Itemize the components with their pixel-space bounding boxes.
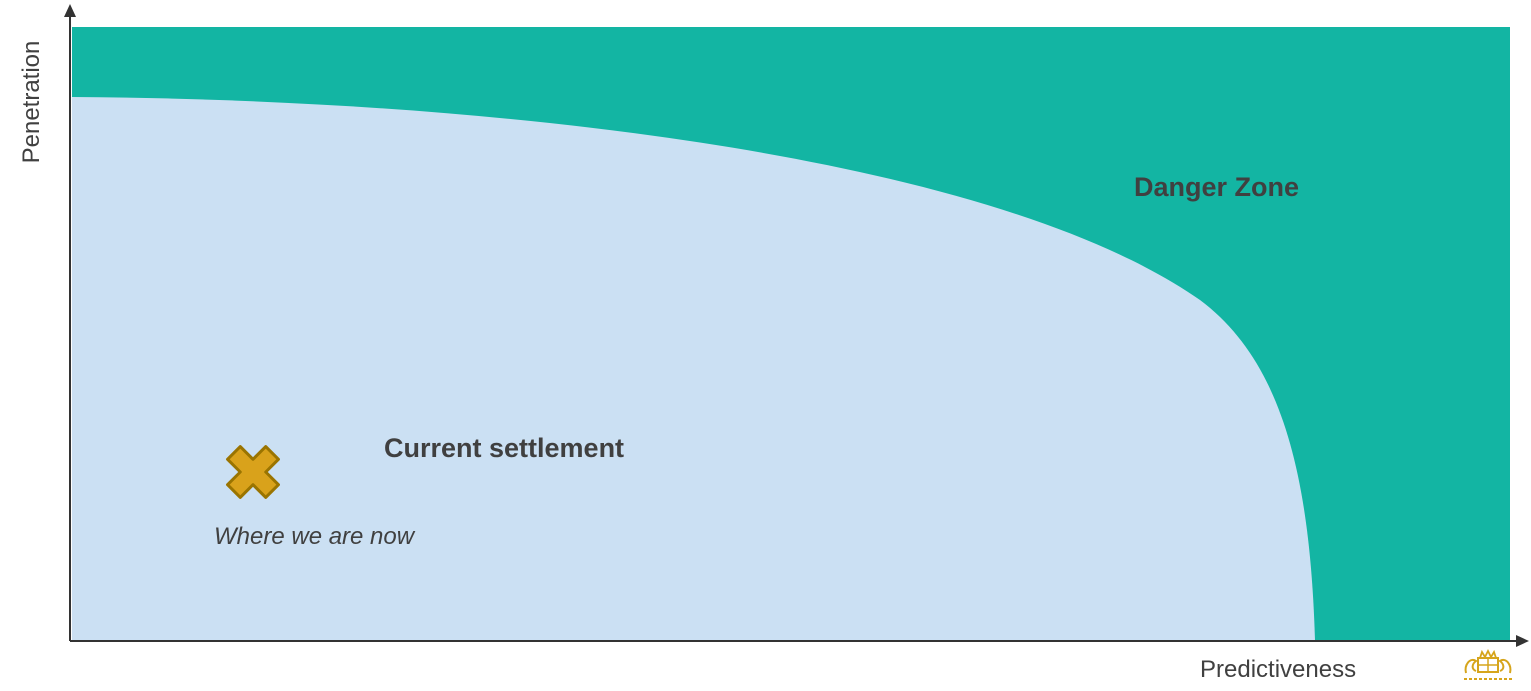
current-settlement-label: Current settlement <box>384 433 625 463</box>
x-axis-label: Predictiveness <box>1200 656 1357 683</box>
x-cross-icon <box>226 445 280 499</box>
position-note: Where we are now <box>214 523 415 550</box>
y-axis-label: Penetration <box>18 40 45 164</box>
y-axis-arrow-icon <box>64 4 76 17</box>
danger-zone-label: Danger Zone <box>1134 172 1300 202</box>
crest-logo-icon <box>1464 648 1512 680</box>
safe-zone-region <box>72 97 1315 641</box>
x-axis-arrow-icon <box>1516 635 1529 647</box>
